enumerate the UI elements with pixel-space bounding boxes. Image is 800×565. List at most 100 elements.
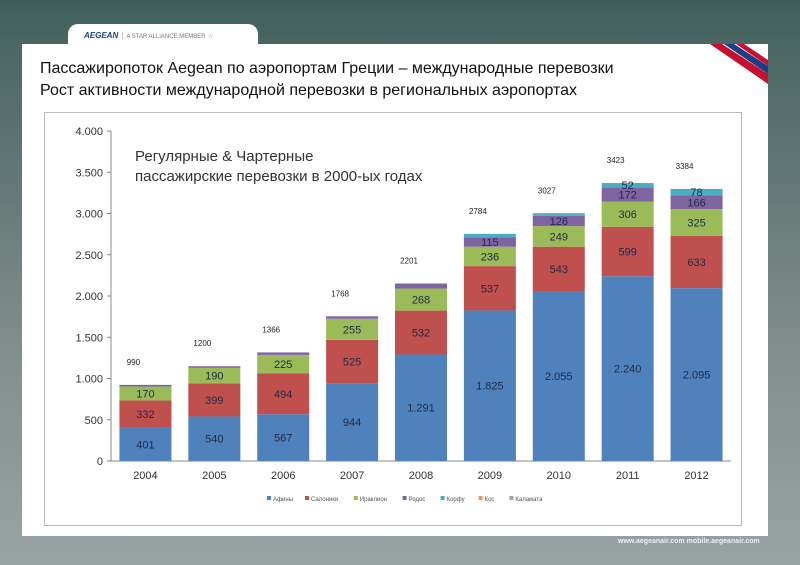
bar-segment-Афины xyxy=(670,288,723,461)
bar-segment-Родос xyxy=(188,366,241,368)
bar-segment-Ираклион xyxy=(532,226,585,247)
bar-segment-Салоники xyxy=(188,383,241,417)
x-tick-label: 2008 xyxy=(409,470,433,482)
bar-segment-Родос xyxy=(257,352,310,355)
x-tick-label: 2012 xyxy=(684,470,708,482)
bar-segment-Родос xyxy=(532,215,585,227)
bar-segment-Салоники xyxy=(395,310,447,355)
bar-segment-Афины xyxy=(463,310,516,461)
x-tick-label: 2006 xyxy=(271,470,295,482)
data-label: 633 xyxy=(687,257,705,269)
bar-segment-Корфу xyxy=(532,213,585,216)
bar-segment-Салоники xyxy=(532,246,585,292)
data-label: 52 xyxy=(622,180,634,192)
data-label: 944 xyxy=(343,417,361,429)
x-tick-label: 2005 xyxy=(202,470,226,482)
y-tick-label: 2.000 xyxy=(75,291,103,303)
data-label: 2.095 xyxy=(683,370,711,382)
data-label: 2.240 xyxy=(614,364,642,376)
data-label: 332 xyxy=(136,409,154,421)
total-label: 1200 xyxy=(193,339,211,348)
data-label: 306 xyxy=(618,209,636,221)
footer-links[interactable]: www.aegeanair.com mobile.aegeanair.com xyxy=(618,538,760,545)
legend-entry: Родос xyxy=(409,497,426,503)
legend-swatch xyxy=(509,496,514,500)
data-label: 540 xyxy=(205,434,223,446)
bar-segment-Салоники xyxy=(119,400,172,428)
data-label: 325 xyxy=(687,218,705,230)
data-label: 599 xyxy=(618,246,636,258)
bar-segment-Салоники xyxy=(463,266,516,311)
total-label: 3027 xyxy=(538,186,556,195)
legend-swatch xyxy=(305,496,309,500)
logo-tagline: A STAR ALLIANCE MEMBER xyxy=(126,34,206,40)
legend-entry: Афины xyxy=(273,497,293,503)
data-label: 225 xyxy=(274,359,292,371)
legend-swatch xyxy=(353,496,358,500)
data-label: 126 xyxy=(550,216,568,228)
bar-segment-Афины xyxy=(188,416,241,461)
bar-segment-Ираклион xyxy=(670,209,723,236)
corner-stripes xyxy=(700,44,768,84)
x-tick-label: 2011 xyxy=(616,470,640,482)
bar-segment-Афины xyxy=(257,414,310,461)
data-label: 525 xyxy=(343,356,361,368)
bar-segment-Афины xyxy=(601,276,654,461)
data-label: 166 xyxy=(687,197,705,209)
bar-segment-Ираклион xyxy=(257,354,310,374)
y-tick-label: 3.500 xyxy=(75,167,103,179)
y-tick-label: 1.000 xyxy=(75,374,103,386)
data-label: 172 xyxy=(618,189,636,201)
data-label: 1.291 xyxy=(407,403,435,415)
title-line-1: Пассажиропоток Aegean по аэропортам Грец… xyxy=(40,60,614,77)
chart-title: пассажирские перевозки в 2000-ых годах xyxy=(135,168,423,185)
y-tick-label: 4.000 xyxy=(75,126,103,138)
bar-segment-Родос xyxy=(601,187,654,202)
bar-segment-Афины xyxy=(119,427,172,461)
x-tick-label: 2004 xyxy=(133,470,157,482)
legend-swatch xyxy=(267,496,271,500)
y-tick-label: 3.000 xyxy=(75,209,103,221)
data-label: 190 xyxy=(205,371,223,383)
data-label: 399 xyxy=(205,395,223,407)
bar-segment-Афины xyxy=(395,354,447,461)
data-label: 2.055 xyxy=(545,371,573,383)
title-line-2: Рост активности международной перевозки … xyxy=(40,82,578,99)
logo-text: AEGEAN xyxy=(84,31,119,40)
bar-segment-Афины xyxy=(532,291,585,461)
bar-segment-Салоники xyxy=(601,226,654,277)
chart: 0 500 1.000 1.500 2.000 2.500 3.000 3.500 4.000 Р… xyxy=(44,112,742,526)
total-label: 2784 xyxy=(469,207,487,216)
x-tick-label: 2009 xyxy=(478,470,502,482)
aegean-logo: AEGEAN | A STAR ALLIANCE MEMBER ☆ xyxy=(84,31,214,40)
bar-segment-Салоники xyxy=(257,373,310,415)
legend-entry: Ираклион xyxy=(360,497,387,503)
legend-swatch xyxy=(478,496,483,500)
data-label: 78 xyxy=(690,187,702,199)
y-tick-label: 2.500 xyxy=(75,250,103,262)
total-label: 1366 xyxy=(262,325,280,334)
total-label: 2201 xyxy=(400,257,418,266)
data-label: 401 xyxy=(136,439,154,451)
bar-segment-Ираклион xyxy=(395,288,447,311)
data-label: 543 xyxy=(550,264,568,276)
data-label: 532 xyxy=(412,328,430,340)
bar-segment-Родос xyxy=(463,237,516,247)
legend-entry: Кос xyxy=(485,497,495,503)
bar-segment-Родос xyxy=(395,283,447,289)
data-label: 1.825 xyxy=(476,381,504,393)
bar-segment-Ираклион xyxy=(326,318,379,340)
bar-segment-Ираклион xyxy=(188,367,241,384)
bar-segment-Ираклион xyxy=(463,246,516,267)
data-label: 268 xyxy=(412,295,430,307)
legend-entry: Салоники xyxy=(311,497,338,503)
legend-entry: Корфу xyxy=(447,497,465,503)
data-label: 567 xyxy=(274,433,292,445)
bar-segment-Ираклион xyxy=(601,201,654,227)
y-tick-label: 0 xyxy=(97,456,103,468)
bar-segment-Корфу xyxy=(670,188,723,196)
data-label: 494 xyxy=(274,389,292,401)
chart-title: Регулярные & Чартерные xyxy=(135,148,313,165)
legend-swatch xyxy=(440,496,445,500)
bar-segment-Корфу xyxy=(463,233,516,238)
